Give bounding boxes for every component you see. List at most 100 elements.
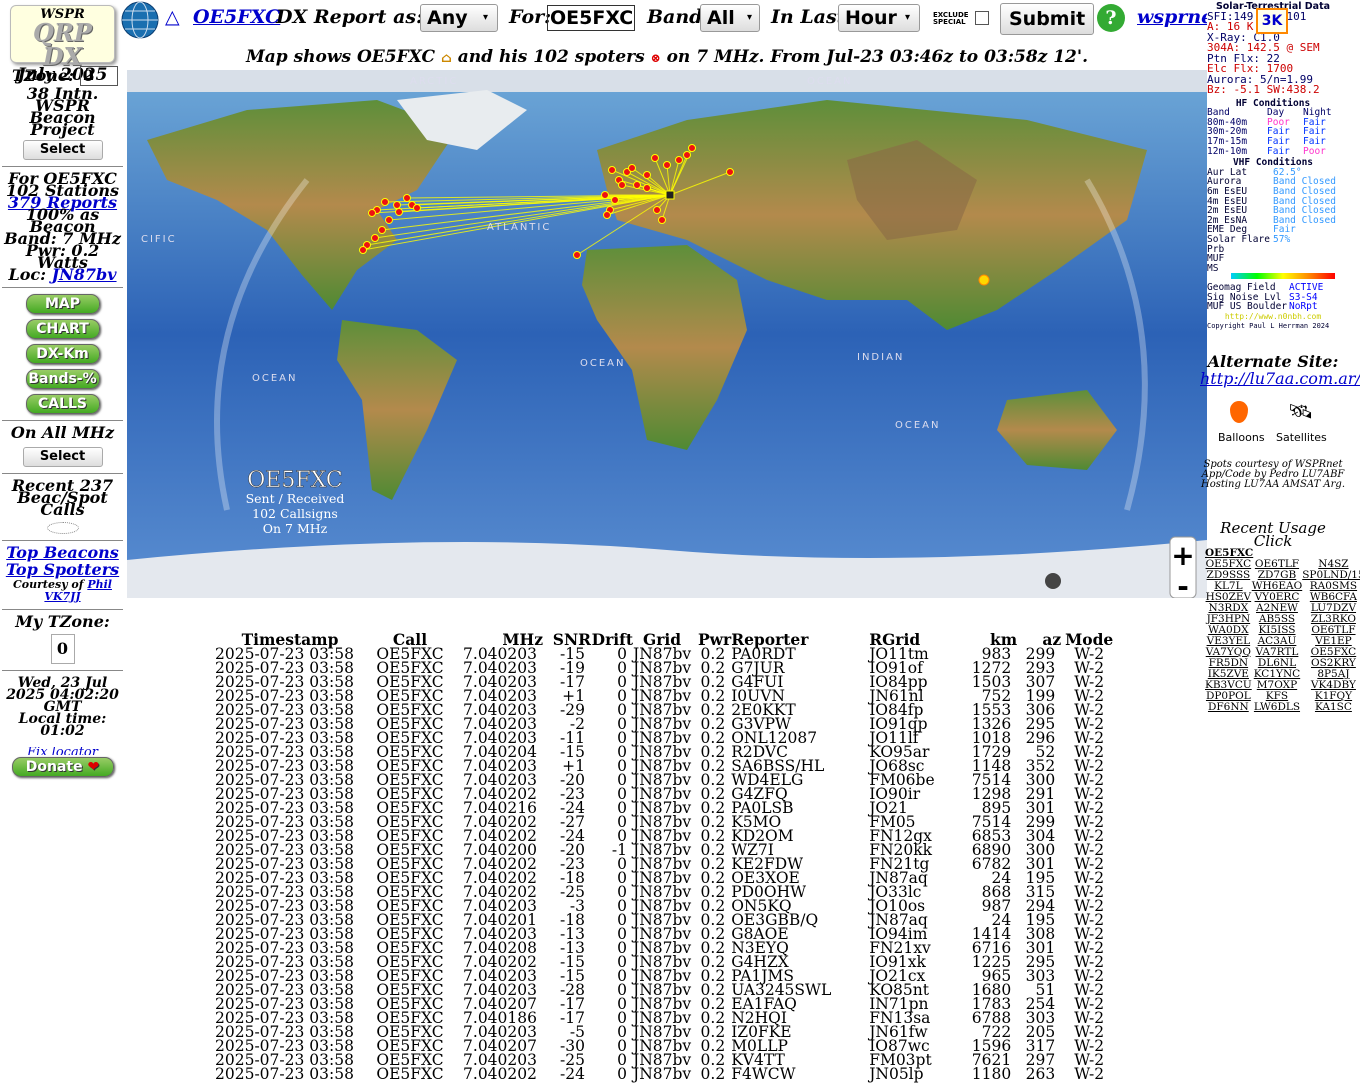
help-button[interactable]: ?	[1097, 4, 1125, 32]
last-select[interactable]: Hour ▾	[838, 4, 920, 32]
reports-link[interactable]: 379 Reports	[7, 193, 118, 212]
recent-call[interactable]: RA0SMS	[1309, 580, 1358, 592]
spot-marker	[653, 206, 661, 214]
recent-call[interactable]: KFS	[1265, 690, 1289, 702]
courtesy-link[interactable]: Phil VK7JJ	[44, 578, 112, 603]
recent-call[interactable]: KL7L	[1214, 580, 1243, 592]
map-label: ATLANTIC	[487, 222, 551, 233]
recent-call[interactable]: AB5SS	[1258, 613, 1296, 625]
recent-call[interactable]: A2NEW	[1256, 602, 1298, 614]
band-label: Band:	[647, 6, 710, 28]
nav-button[interactable]: DX-Km	[25, 344, 100, 364]
table-cell: OE5FXC	[376, 869, 444, 887]
top-beacons[interactable]: Top Beacons	[6, 543, 119, 562]
logo[interactable]: WSPR QRP DX July 2025	[10, 5, 115, 84]
table-cell: -13	[560, 925, 585, 943]
recent-call[interactable]: OE6TLF	[1311, 624, 1356, 636]
recent-call[interactable]: AC3AU	[1257, 635, 1297, 647]
table-cell: W-2	[1074, 813, 1105, 831]
recent-call[interactable]: JF3HPN	[1206, 613, 1251, 625]
recent-call[interactable]: IK5ZVE	[1207, 668, 1249, 680]
table-cell: 7.040202	[463, 869, 537, 887]
recent-call[interactable]: KC1YNC	[1253, 668, 1301, 680]
nav-button[interactable]: MAP	[25, 294, 100, 314]
satellites-label[interactable]: Satellites	[1276, 431, 1327, 444]
badge[interactable]: 3K	[1256, 8, 1288, 34]
recent-call[interactable]: WA0DX	[1208, 624, 1249, 636]
recent-current[interactable]: OE5FXC	[1205, 547, 1254, 559]
table-cell: 0.2	[700, 995, 726, 1013]
recent-call[interactable]: DP0POL	[1205, 690, 1251, 702]
nav-button[interactable]: CALLS	[25, 394, 100, 414]
map[interactable]: ARCTIC OCEAN ATLANTIC CIFIC OCEAN INDIAN OCEAN…	[127, 70, 1207, 598]
recent-call[interactable]: VE1EP	[1315, 635, 1352, 647]
spot-marker	[633, 181, 641, 189]
balloon-icon[interactable]	[1230, 401, 1248, 423]
table-cell: 0	[617, 813, 627, 831]
spot-marker	[618, 181, 626, 189]
for-input[interactable]: OE5FXC	[547, 5, 635, 31]
cell: Band Closed	[1273, 205, 1336, 217]
fix-locator[interactable]: Fix locator	[27, 747, 98, 755]
triangle-icon[interactable]: △	[165, 6, 180, 28]
recent-call[interactable]: K1FQY	[1314, 690, 1353, 702]
table-cell: OE5FXC	[376, 743, 444, 761]
table-cell: 306	[1025, 701, 1056, 719]
table-row: 2025-07-23 03:58 OE5FXC 7.040202 -23 0 JN87bv…	[215, 786, 1117, 802]
satellite-icon[interactable]: 🛰	[1288, 399, 1314, 423]
recent-call[interactable]: KA1SC	[1314, 701, 1352, 713]
recent-call[interactable]: VY0ERC	[1254, 591, 1300, 603]
recent-call[interactable]: DF6NN	[1207, 701, 1249, 713]
recent-call[interactable]: VA7YQQ	[1205, 646, 1251, 658]
recent-call[interactable]: 8P5AJ	[1317, 668, 1350, 680]
recent-call[interactable]: OE5FXC	[1205, 558, 1252, 570]
report-select[interactable]: Any ▾	[420, 4, 498, 32]
spot-marker	[601, 191, 609, 199]
project-select[interactable]: Select	[22, 140, 103, 160]
table-cell: 7.040202	[463, 883, 537, 901]
recent-call[interactable]: OE6TLF	[1254, 558, 1300, 570]
call-link[interactable]: OE5FXC	[193, 6, 281, 28]
recent-call[interactable]: FR5DN	[1208, 657, 1249, 669]
nav-button[interactable]: CHART	[25, 319, 100, 339]
balloons-label[interactable]: Balloons	[1218, 431, 1265, 444]
recent-call[interactable]: WH6EAO	[1251, 580, 1303, 592]
recent-call[interactable]: M7OXP	[1256, 679, 1298, 691]
table-row: 2025-07-23 03:58 OE5FXC 7.040203 -3 0 JN87bv 0…	[215, 898, 1117, 914]
recent-call[interactable]: N3RDX	[1208, 602, 1249, 614]
mhz-select[interactable]: Select	[22, 447, 103, 467]
zoom-out[interactable]: -	[1177, 570, 1189, 598]
recent-call[interactable]: KB3VCU	[1205, 679, 1252, 691]
recent-call[interactable]: KI5ISS	[1258, 624, 1296, 636]
alt-site-link[interactable]: http://lu7aa.com.ar/dx.asp	[1200, 369, 1360, 388]
recent-call[interactable]: N4SZ	[1318, 558, 1349, 570]
submit-button[interactable]: Submit	[1000, 3, 1095, 35]
recent-call[interactable]: VK4DBY	[1310, 679, 1356, 691]
zoom-in[interactable]: +	[1171, 539, 1194, 572]
recent-call[interactable]: HS0ZEV	[1205, 591, 1252, 603]
my-tzone-box[interactable]: 0	[50, 634, 75, 664]
recent-call[interactable]: ZL3RKO	[1310, 613, 1356, 625]
recent-call[interactable]: VA7RTL	[1255, 646, 1299, 658]
loc-link[interactable]: JN87bv	[51, 265, 117, 284]
globe-icon[interactable]	[120, 0, 162, 42]
recent-call[interactable]: WB6CFA	[1309, 591, 1358, 603]
recent-call[interactable]: OE5FXC	[1310, 646, 1357, 658]
band-select[interactable]: All ▾	[700, 4, 760, 32]
tzone-input[interactable]: 0	[79, 66, 118, 86]
recent-call[interactable]: SP0LND/15	[1302, 569, 1360, 581]
recent-call[interactable]: LU7DZV	[1310, 602, 1357, 614]
donate-button[interactable]: Donate ❤	[11, 757, 114, 777]
recent-call[interactable]: OS2KRY	[1311, 657, 1356, 669]
recent-call[interactable]: ZD7GB	[1257, 569, 1297, 581]
recent-call[interactable]: LW6DLS	[1253, 701, 1301, 713]
top-spotters[interactable]: Top Spotters	[5, 560, 120, 579]
exclude-checkbox[interactable]	[975, 11, 989, 25]
recent-call[interactable]: VE3YEL	[1206, 635, 1251, 647]
recent-call[interactable]: DL6NL	[1257, 657, 1297, 669]
table-cell: W-2	[1074, 743, 1105, 761]
recent-call[interactable]: ZD9SSS	[1206, 569, 1251, 581]
cell: Night	[1303, 107, 1332, 119]
nav-button[interactable]: Bands-%	[25, 369, 100, 389]
